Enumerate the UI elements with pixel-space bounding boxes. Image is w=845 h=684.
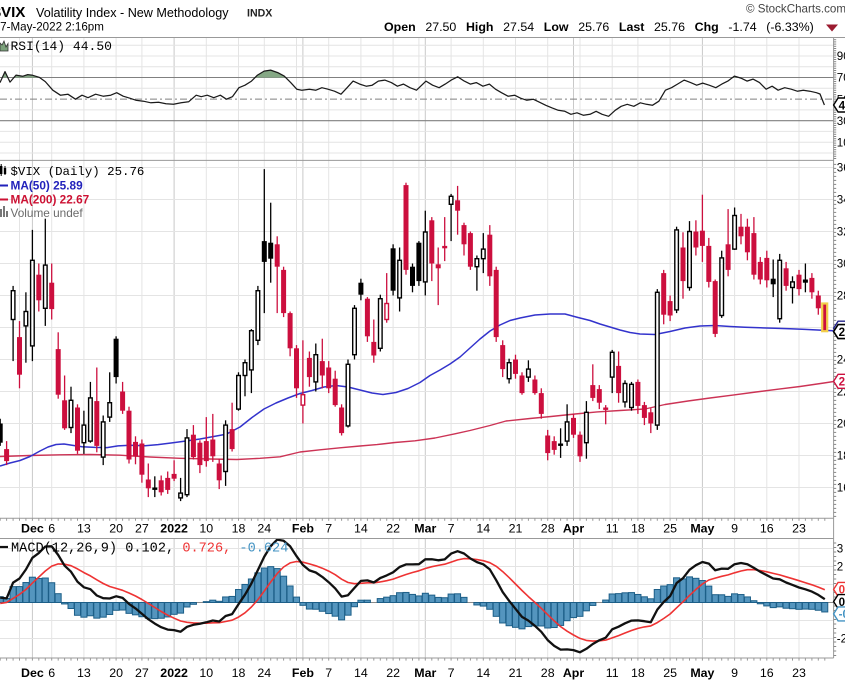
svg-text:16: 16 (760, 666, 774, 680)
svg-text:$VIX (Daily) 25.76: $VIX (Daily) 25.76 (11, 165, 145, 179)
svg-text:24: 24 (257, 521, 271, 535)
svg-text:22: 22 (386, 521, 400, 535)
svg-text:7: 7 (448, 521, 455, 535)
svg-text:18: 18 (232, 666, 246, 680)
svg-text:25.76: 25.76 (839, 326, 845, 339)
svg-text:Feb: Feb (292, 666, 314, 680)
svg-text:May: May (690, 666, 714, 680)
svg-text:20: 20 (109, 666, 123, 680)
svg-text:27: 27 (135, 521, 149, 535)
svg-text:INDX: INDX (247, 8, 272, 20)
svg-text:MA(200) 22.67: MA(200) 22.67 (11, 193, 90, 207)
svg-text:6: 6 (48, 666, 55, 680)
svg-text:Volume undef: Volume undef (11, 206, 84, 220)
svg-text:28: 28 (541, 521, 555, 535)
svg-text:27: 27 (135, 666, 149, 680)
svg-text:30: 30 (837, 115, 845, 128)
svg-text:10: 10 (837, 136, 845, 149)
svg-text:$VIX: $VIX (0, 4, 25, 21)
svg-text:30: 30 (837, 258, 845, 271)
svg-text:May: May (690, 521, 714, 535)
svg-text:14: 14 (476, 521, 490, 535)
svg-text:70: 70 (837, 72, 845, 85)
svg-text:10: 10 (199, 666, 213, 680)
svg-text:21: 21 (509, 666, 523, 680)
svg-text:14: 14 (354, 521, 368, 535)
svg-text:23: 23 (792, 666, 806, 680)
svg-text:44.50: 44.50 (839, 99, 845, 112)
svg-text:28: 28 (837, 290, 845, 303)
svg-text:14: 14 (476, 666, 490, 680)
svg-text:11: 11 (606, 521, 619, 535)
svg-text:7: 7 (325, 521, 332, 535)
svg-text:20: 20 (837, 418, 845, 431)
svg-text:MA(50) 25.89: MA(50) 25.89 (11, 179, 84, 193)
svg-text:9: 9 (731, 666, 738, 680)
svg-text:13: 13 (77, 521, 91, 535)
svg-text:-0.62: -0.62 (839, 608, 845, 621)
svg-text:28: 28 (541, 666, 555, 680)
svg-text:34: 34 (837, 194, 845, 207)
svg-text:25: 25 (663, 521, 677, 535)
svg-text:24: 24 (257, 666, 271, 680)
svg-text:23: 23 (792, 521, 806, 535)
svg-text:© StockCharts.com: © StockCharts.com (746, 3, 845, 16)
svg-text:RSI(14) 44.50: RSI(14) 44.50 (11, 39, 112, 54)
svg-text:25: 25 (663, 666, 677, 680)
svg-text:10: 10 (199, 521, 213, 535)
svg-text:24: 24 (837, 354, 845, 367)
svg-text:16: 16 (837, 482, 845, 495)
svg-text:0.73: 0.73 (839, 584, 845, 597)
svg-text:16: 16 (760, 521, 774, 535)
svg-text:Apr: Apr (563, 666, 585, 680)
svg-text:7: 7 (325, 666, 332, 680)
svg-text:Dec: Dec (21, 666, 44, 680)
svg-text:7: 7 (448, 666, 455, 680)
svg-text:22: 22 (837, 386, 845, 399)
svg-text:Mar: Mar (414, 521, 436, 535)
svg-text:18: 18 (837, 450, 845, 463)
svg-text:-2: -2 (837, 633, 845, 646)
svg-text:27-May-2022 2:16pm: 27-May-2022 2:16pm (0, 21, 104, 34)
svg-text:MACD(12,26,9) 0.102, 0.726, -0: MACD(12,26,9) 0.102, 0.726, -0.624 (11, 542, 288, 557)
svg-text:Apr: Apr (563, 521, 585, 535)
svg-text:Volatility Index - New Methodo: Volatility Index - New Methodology (36, 6, 229, 20)
svg-text:2: 2 (837, 561, 843, 574)
svg-text:36: 36 (837, 162, 845, 175)
svg-text:Dec: Dec (21, 521, 44, 535)
svg-text:14: 14 (354, 666, 368, 680)
svg-text:18: 18 (232, 521, 246, 535)
svg-text:18: 18 (631, 666, 645, 680)
svg-text:18: 18 (631, 521, 645, 535)
svg-text:6: 6 (48, 521, 55, 535)
svg-text:9: 9 (731, 521, 738, 535)
svg-text:Mar: Mar (414, 666, 436, 680)
svg-text:22.67: 22.67 (839, 376, 845, 389)
svg-text:2022: 2022 (160, 521, 188, 535)
svg-text:2022: 2022 (160, 666, 188, 680)
svg-text:0.10: 0.10 (839, 596, 845, 609)
svg-text:90: 90 (837, 50, 845, 63)
svg-text:20: 20 (109, 521, 123, 535)
svg-text:21: 21 (509, 521, 523, 535)
svg-text:3: 3 (837, 543, 843, 556)
svg-text:11: 11 (606, 666, 619, 680)
svg-text:32: 32 (837, 226, 845, 239)
svg-text:13: 13 (77, 666, 91, 680)
svg-text:22: 22 (386, 666, 400, 680)
svg-text:Feb: Feb (292, 521, 314, 535)
svg-text:Open 27.50 High 27.54 Low 25.7: Open 27.50 High 27.54 Low 25.76 Last 25.… (384, 20, 814, 34)
